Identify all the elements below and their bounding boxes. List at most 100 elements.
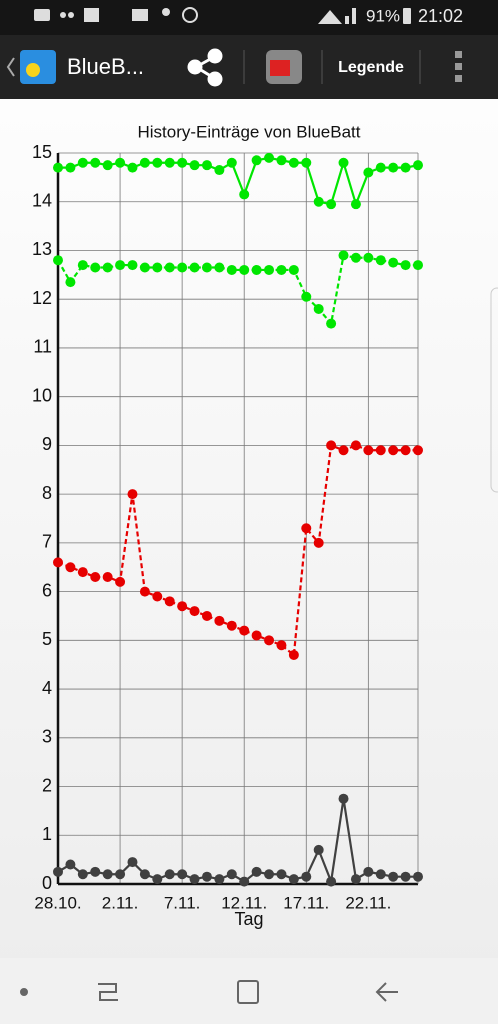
data-point	[189, 606, 200, 617]
data-point	[264, 869, 275, 880]
data-point	[53, 255, 63, 266]
y-tick-label: 15	[32, 142, 52, 162]
app-bar	[0, 35, 498, 99]
edge-handle	[490, 287, 498, 493]
data-point	[251, 155, 262, 166]
y-tick-label: 10	[32, 385, 52, 405]
data-point	[363, 252, 374, 263]
nav-bar	[0, 958, 498, 1024]
back-button[interactable]	[6, 50, 56, 84]
data-point	[102, 869, 113, 880]
nav-buttons[interactable]	[20, 980, 398, 1004]
data-point	[363, 866, 374, 877]
data-point	[77, 567, 88, 578]
data-point	[400, 445, 411, 456]
data-point	[53, 557, 63, 568]
data-point	[313, 303, 324, 314]
data-point	[226, 157, 237, 168]
data-point	[400, 260, 411, 271]
data-point	[53, 866, 63, 877]
data-point	[65, 162, 76, 173]
data-point	[239, 264, 250, 275]
data-point	[115, 576, 126, 587]
data-point	[226, 264, 237, 275]
chart-title: History-Einträge von BlueBatt	[138, 122, 361, 141]
data-point	[77, 260, 88, 271]
data-point	[177, 869, 188, 880]
data-point	[388, 445, 399, 456]
data-point	[350, 440, 361, 451]
data-point	[264, 152, 275, 163]
menu-button[interactable]	[455, 51, 462, 82]
data-point	[251, 630, 262, 641]
data-point	[152, 874, 163, 885]
y-tick-label: 13	[32, 239, 52, 259]
data-point	[226, 620, 237, 631]
data-point	[102, 160, 113, 171]
x-tick-label: 17.11.	[283, 893, 329, 912]
data-point	[400, 162, 411, 173]
y-tick-label: 3	[42, 727, 52, 747]
data-point	[214, 615, 225, 626]
data-point	[152, 262, 163, 273]
data-point	[276, 869, 287, 880]
data-point	[375, 255, 386, 266]
data-point	[375, 445, 386, 456]
data-point	[251, 866, 262, 877]
data-point	[288, 157, 299, 168]
data-point	[77, 869, 88, 880]
battery: 91%	[366, 6, 400, 25]
data-point	[115, 157, 126, 168]
y-tick-label: 2	[42, 775, 52, 795]
x-tick-label: 12.11.	[221, 893, 267, 912]
data-point	[239, 189, 250, 200]
data-point	[313, 196, 324, 207]
data-point	[177, 157, 188, 168]
data-point	[239, 876, 250, 887]
y-tick-label: 9	[42, 434, 52, 454]
data-point	[264, 264, 275, 275]
data-point	[326, 318, 337, 329]
data-point	[388, 162, 399, 173]
data-point	[152, 591, 163, 602]
data-point	[251, 264, 262, 275]
x-tick-label: 28.10.	[34, 893, 81, 912]
data-point	[313, 844, 324, 855]
data-point	[164, 869, 175, 880]
data-point	[388, 871, 399, 882]
data-point	[301, 871, 312, 882]
data-point	[177, 262, 188, 273]
data-point	[189, 262, 200, 273]
data-point	[239, 625, 250, 636]
y-tick-label: 11	[33, 337, 52, 357]
app-title: BlueB...	[67, 54, 144, 79]
y-tick-label: 7	[42, 532, 52, 552]
data-point	[102, 262, 113, 273]
data-point	[201, 610, 212, 621]
data-point	[413, 445, 423, 456]
data-point	[201, 262, 212, 273]
data-point	[301, 291, 312, 302]
x-axis-label: Tag	[234, 909, 263, 929]
data-point	[139, 869, 150, 880]
data-point	[139, 586, 150, 597]
data-point	[189, 160, 200, 171]
data-point	[189, 874, 200, 885]
share-button[interactable]	[187, 48, 223, 87]
data-point	[164, 157, 175, 168]
data-point	[127, 162, 138, 173]
data-point	[388, 257, 399, 268]
y-tick-label: 12	[32, 288, 52, 308]
data-point	[115, 869, 126, 880]
data-point	[288, 264, 299, 275]
robot-button[interactable]	[266, 50, 302, 84]
data-point	[313, 537, 324, 548]
legend-button[interactable]: Legende	[338, 59, 404, 76]
data-point	[413, 260, 423, 271]
data-point	[214, 874, 225, 885]
data-point	[375, 869, 386, 880]
data-point	[326, 440, 337, 451]
